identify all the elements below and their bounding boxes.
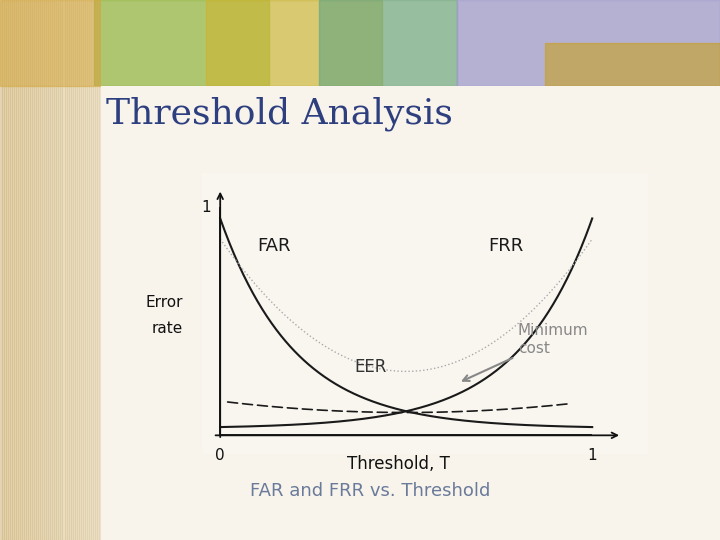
Bar bbox=[68, 0, 71, 540]
Bar bbox=[18, 0, 20, 540]
Bar bbox=[96, 0, 99, 540]
Bar bbox=[53, 0, 55, 540]
Bar bbox=[457, 0, 720, 86]
Bar bbox=[76, 0, 78, 540]
Text: 0: 0 bbox=[215, 448, 225, 463]
Bar bbox=[48, 0, 50, 540]
Bar bbox=[56, 0, 58, 540]
Bar bbox=[26, 0, 28, 540]
Bar bbox=[207, 0, 382, 86]
Bar bbox=[20, 0, 22, 540]
Bar bbox=[36, 0, 38, 540]
Bar bbox=[35, 0, 36, 540]
Bar bbox=[95, 0, 96, 540]
Bar bbox=[50, 0, 53, 540]
Text: Threshold Analysis: Threshold Analysis bbox=[106, 96, 453, 131]
Bar bbox=[4, 0, 6, 540]
Text: 1: 1 bbox=[588, 448, 597, 463]
Bar bbox=[10, 0, 12, 540]
Bar bbox=[45, 0, 46, 540]
Bar bbox=[86, 0, 89, 540]
Bar bbox=[71, 0, 73, 540]
Text: Minimum
cost: Minimum cost bbox=[463, 323, 588, 381]
Bar bbox=[38, 0, 40, 540]
Bar bbox=[91, 0, 93, 540]
Bar bbox=[319, 0, 457, 86]
Bar bbox=[94, 0, 269, 86]
Bar bbox=[14, 0, 16, 540]
Bar bbox=[12, 0, 14, 540]
Bar bbox=[81, 0, 83, 540]
Text: Threshold, T: Threshold, T bbox=[347, 455, 450, 472]
Bar bbox=[85, 0, 86, 540]
Bar bbox=[16, 0, 18, 540]
Bar bbox=[40, 0, 42, 540]
Bar bbox=[6, 0, 8, 540]
Bar bbox=[63, 0, 65, 540]
Bar bbox=[78, 0, 81, 540]
Bar bbox=[2, 0, 4, 540]
Bar bbox=[457, 0, 720, 86]
Bar bbox=[0, 0, 101, 86]
Bar bbox=[73, 0, 75, 540]
Bar bbox=[60, 0, 63, 540]
Bar bbox=[65, 0, 66, 540]
Bar bbox=[93, 0, 95, 540]
Bar bbox=[46, 0, 48, 540]
Bar bbox=[0, 0, 2, 540]
Bar bbox=[94, 0, 269, 86]
Bar bbox=[544, 43, 720, 86]
Text: FAR: FAR bbox=[258, 237, 291, 255]
Text: FAR and FRR vs. Threshold: FAR and FRR vs. Threshold bbox=[251, 482, 490, 501]
Text: Error: Error bbox=[145, 295, 183, 310]
Bar bbox=[28, 0, 30, 540]
Text: rate: rate bbox=[152, 321, 183, 335]
Text: FRR: FRR bbox=[488, 237, 523, 255]
Bar bbox=[66, 0, 68, 540]
Bar bbox=[42, 0, 45, 540]
Bar bbox=[89, 0, 91, 540]
Bar bbox=[75, 0, 76, 540]
Text: EER: EER bbox=[354, 357, 387, 376]
Bar bbox=[22, 0, 24, 540]
Bar bbox=[8, 0, 10, 540]
Bar bbox=[55, 0, 56, 540]
Bar bbox=[83, 0, 85, 540]
Bar bbox=[99, 0, 101, 540]
Bar bbox=[58, 0, 60, 540]
Text: 1: 1 bbox=[202, 200, 211, 214]
Bar bbox=[30, 0, 32, 540]
Bar bbox=[207, 0, 382, 86]
Bar bbox=[24, 0, 26, 540]
Bar bbox=[32, 0, 35, 540]
